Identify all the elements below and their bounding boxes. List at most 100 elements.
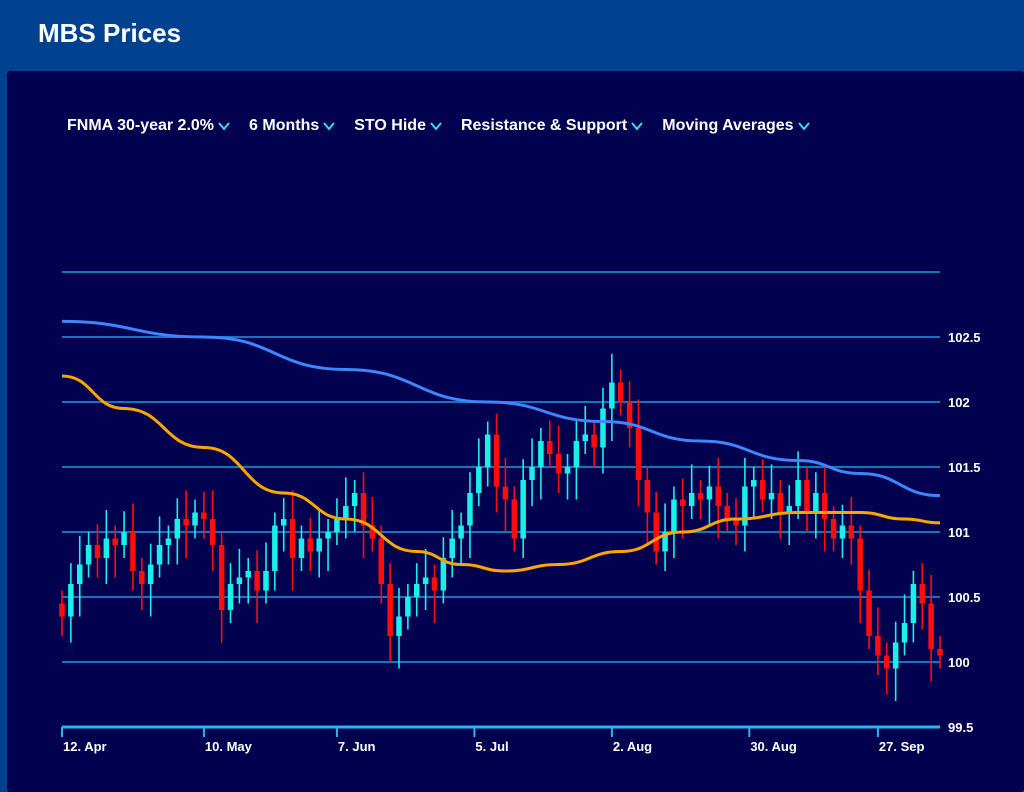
candle-down <box>733 519 739 526</box>
candle-up <box>121 532 127 545</box>
candle-down <box>653 512 659 552</box>
candle-up <box>564 467 571 474</box>
resistance-support-dropdown-label: Resistance & Support <box>460 117 628 134</box>
candle-up <box>742 486 748 526</box>
candle-up <box>85 545 92 565</box>
y-tick-label: 102.5 <box>948 330 981 345</box>
candle-down <box>697 493 704 500</box>
candle-up <box>440 558 447 591</box>
candle-up <box>529 467 535 480</box>
candle-up <box>76 564 83 584</box>
x-tick-label: 27. Sep <box>879 739 925 754</box>
candle-up <box>706 486 713 500</box>
candle-up <box>901 623 908 643</box>
x-tick-label: 7. Jun <box>338 739 376 754</box>
chevron-down-icon <box>430 122 442 131</box>
candle-up <box>892 642 899 669</box>
candle-down <box>724 506 730 519</box>
candle-down <box>804 480 810 513</box>
long-moving-average-line <box>61 319 941 498</box>
y-tick-label: 100.5 <box>948 590 981 605</box>
y-tick-label: 101 <box>948 525 970 540</box>
candle-up <box>351 493 358 506</box>
candle-up <box>467 493 473 526</box>
candle-up <box>236 577 243 584</box>
chevron-down-icon <box>323 122 336 131</box>
candle-up <box>813 493 819 513</box>
candle-up <box>609 382 615 409</box>
candle-up <box>484 434 491 467</box>
candle-down <box>59 603 65 617</box>
candle-down <box>626 402 633 428</box>
candle-up <box>245 571 251 578</box>
candle-down <box>635 428 642 480</box>
candle-down <box>360 493 367 526</box>
candle-down <box>857 538 863 591</box>
candle-up <box>227 584 234 610</box>
x-tick-label: 12. Apr <box>63 739 107 754</box>
candle-down <box>715 486 722 506</box>
moving-averages-dropdown[interactable]: Moving Averages <box>662 117 810 135</box>
candle-down <box>821 493 828 519</box>
candle-up <box>280 519 287 526</box>
candle-down <box>680 499 686 506</box>
candle-down <box>848 525 855 539</box>
candle-up <box>147 564 154 584</box>
candle-down <box>547 441 553 454</box>
candle-down <box>644 480 651 513</box>
candle-down <box>112 538 118 545</box>
period-dropdown[interactable]: 6 Months <box>249 117 336 135</box>
candle-down <box>183 519 189 526</box>
sto-dropdown[interactable]: STO Hide <box>354 117 443 135</box>
candle-up <box>405 597 411 617</box>
candle-up <box>103 538 110 558</box>
candle-down <box>759 480 766 500</box>
candle-up <box>520 480 526 539</box>
y-tick-label: 102 <box>948 395 970 410</box>
candle-down <box>875 636 881 656</box>
candle-up <box>449 538 455 558</box>
candle-up <box>751 480 757 487</box>
candle-down <box>218 545 225 610</box>
candle-down <box>378 538 385 584</box>
page-title: MBS Prices <box>38 18 182 48</box>
candle-down <box>555 454 562 474</box>
chart-panel <box>7 71 1024 792</box>
y-tick-label: 99.5 <box>948 720 973 735</box>
candle-up <box>156 545 163 565</box>
candle-up <box>910 584 917 623</box>
candle-down <box>94 545 101 558</box>
x-tick-label: 5. Jul <box>475 739 508 754</box>
x-tick-label: 10. May <box>205 739 253 754</box>
period-dropdown-label: 6 Months <box>249 117 320 134</box>
security-dropdown[interactable]: FNMA 30-year 2.0% <box>67 117 231 135</box>
candle-up <box>325 532 331 539</box>
candle-down <box>210 519 216 545</box>
x-tick-label: 30. Aug <box>750 739 797 754</box>
candle-up <box>476 467 482 493</box>
candle-up <box>263 571 269 591</box>
y-tick-label: 100 <box>948 655 970 670</box>
candle-down <box>502 486 509 500</box>
chart-controls: FNMA 30-year 2.0% 6 Months STO Hide Resi… <box>67 117 811 135</box>
resistance-support-dropdown[interactable]: Resistance & Support <box>461 117 644 135</box>
chevron-down-icon <box>631 122 644 131</box>
candle-up <box>662 532 668 552</box>
chevron-down-icon <box>797 122 810 131</box>
candle-down <box>884 655 890 669</box>
app-header: MBS Prices <box>0 0 1024 70</box>
candle-down <box>493 434 500 487</box>
candle-up <box>272 525 278 571</box>
candle-up <box>343 506 349 519</box>
candle-up <box>396 616 402 636</box>
candle-up <box>334 519 340 532</box>
candle-up <box>413 584 420 597</box>
moving-averages-dropdown-label: Moving Averages <box>662 117 794 134</box>
candle-up <box>839 525 846 539</box>
candle-up <box>68 584 74 617</box>
candle-up <box>458 525 464 539</box>
candle-down <box>591 434 597 448</box>
candle-down <box>387 584 393 636</box>
candle-down <box>130 532 136 571</box>
